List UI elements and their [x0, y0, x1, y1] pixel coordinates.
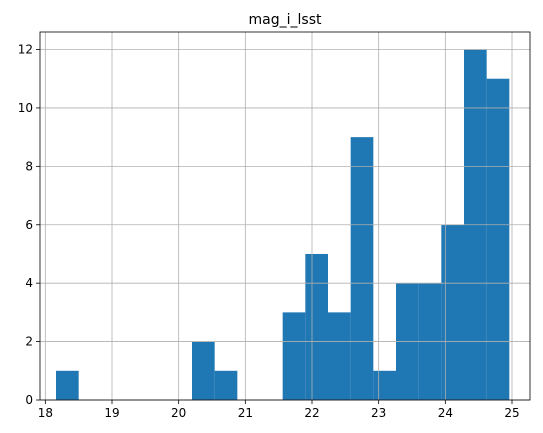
y-tick-label: 2 — [25, 335, 33, 349]
x-tick-label: 23 — [371, 406, 386, 420]
histogram-bar — [192, 341, 215, 400]
x-tick-label: 25 — [504, 406, 519, 420]
x-tick-label: 18 — [38, 406, 53, 420]
histogram-bar — [373, 370, 396, 400]
chart-title: mag_i_lsst — [249, 12, 322, 28]
histogram-bar — [282, 312, 306, 400]
y-tick-label: 4 — [25, 276, 33, 290]
histogram-bar — [328, 312, 351, 400]
y-tick-label: 8 — [25, 159, 33, 173]
histogram-bar — [350, 137, 374, 400]
y-tick-label: 10 — [18, 101, 33, 115]
x-tick-label: 21 — [238, 406, 253, 420]
histogram-bar — [56, 370, 79, 400]
histogram-bar — [214, 370, 238, 400]
histogram-bar — [441, 224, 464, 400]
y-tick-label: 6 — [25, 218, 33, 232]
histogram-bar — [486, 78, 510, 400]
x-tick-label: 24 — [438, 406, 453, 420]
x-tick-label: 22 — [304, 406, 319, 420]
x-tick-label: 19 — [104, 406, 119, 420]
histogram-bar — [305, 253, 328, 400]
x-tick-label: 20 — [171, 406, 186, 420]
y-tick-label: 12 — [18, 43, 33, 57]
plot-frame — [39, 31, 531, 401]
y-tick-label: 0 — [25, 393, 33, 407]
